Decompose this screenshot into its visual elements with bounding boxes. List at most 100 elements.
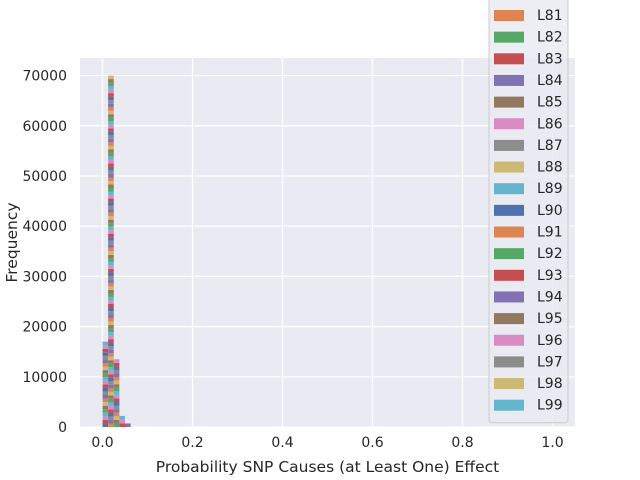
histogram-bar-segment xyxy=(108,114,114,118)
histogram-bar-segment xyxy=(108,163,114,167)
x-tick-label: 1.0 xyxy=(541,435,563,451)
histogram-bar-segment xyxy=(108,258,114,262)
y-tick-label: 50000 xyxy=(22,169,67,185)
legend-swatch xyxy=(494,96,524,108)
histogram-bar-segment xyxy=(102,373,109,378)
histogram-bar-segment xyxy=(113,359,120,363)
histogram-bar-segment xyxy=(108,233,114,238)
legend-swatch xyxy=(494,161,524,173)
histogram-bar-segment xyxy=(108,86,114,90)
x-tick-label: 0.4 xyxy=(271,435,293,451)
histogram-bar-segment xyxy=(102,380,109,385)
legend-label: L91 xyxy=(537,225,563,241)
histogram-bar-segment xyxy=(108,128,114,132)
histogram-bar-segment xyxy=(108,93,114,97)
histogram-bar-segment xyxy=(108,293,114,297)
histogram-bar-segment xyxy=(108,135,114,139)
histogram-bar-segment xyxy=(108,395,114,399)
y-tick-label: 70000 xyxy=(22,69,67,85)
legend-label: L83 xyxy=(537,51,563,67)
legend-swatch xyxy=(494,334,524,346)
histogram-bar-segment xyxy=(108,335,114,340)
histogram-bar-segment xyxy=(113,419,120,424)
histogram-bar-segment xyxy=(108,325,114,329)
histogram-bar-segment xyxy=(102,348,109,353)
histogram-bar-segment xyxy=(108,212,114,217)
legend: L81 L82 L83 L84 L85 L86 L87 L88 L89 L90 L91 L92 L93 L… xyxy=(488,0,569,424)
histogram-bar-segment xyxy=(119,415,125,420)
histogram-bar-segment xyxy=(108,384,114,389)
histogram-bar-segment xyxy=(102,402,109,406)
y-tick-label: 60000 xyxy=(22,119,67,135)
legend-label: L89 xyxy=(537,181,563,197)
histogram-bar-segment xyxy=(108,391,114,396)
histogram-bar-segment xyxy=(113,409,120,413)
histogram-bar-segment xyxy=(108,349,114,354)
histogram-bar-segment xyxy=(108,216,114,220)
histogram-bar-segment xyxy=(113,398,120,403)
histogram-bar-segment xyxy=(108,177,114,181)
histogram-bar-segment xyxy=(108,353,114,357)
histogram-bar-segment xyxy=(108,261,114,266)
histogram-bar-segment xyxy=(108,388,114,392)
legend-swatch xyxy=(494,183,524,195)
legend-swatch xyxy=(494,399,524,411)
y-tick-label: 10000 xyxy=(22,370,67,386)
histogram-bar-segment xyxy=(102,391,109,395)
histogram-bar-segment xyxy=(102,419,109,424)
histogram-bar-segment xyxy=(108,332,114,336)
y-tick-label: 40000 xyxy=(22,219,67,235)
histogram-bar-segment xyxy=(113,384,120,388)
histogram-bar-segment xyxy=(108,117,114,122)
histogram-bar-segment xyxy=(102,387,109,392)
x-tick-label: 0.8 xyxy=(451,435,473,451)
histogram-bar-segment xyxy=(108,159,114,164)
histogram-bar-segment xyxy=(108,275,114,280)
legend-swatch xyxy=(494,74,524,86)
histogram-bar-segment xyxy=(108,142,114,146)
histogram-bar-segment xyxy=(108,173,114,178)
histogram-bar-segment xyxy=(108,282,114,287)
histogram-bar-segment xyxy=(108,191,114,196)
histogram-bar-segment xyxy=(108,363,114,368)
histogram-bar-segment xyxy=(108,209,114,213)
histogram-bar-segment xyxy=(113,387,120,392)
histogram-bar-segment xyxy=(108,286,114,290)
histogram-bar-segment xyxy=(108,181,114,185)
histogram-bar-segment xyxy=(108,198,114,203)
histogram-bar-segment xyxy=(108,103,114,108)
legend-swatch xyxy=(494,291,524,303)
y-tick-label: 0 xyxy=(58,420,67,436)
legend-label: L84 xyxy=(537,73,563,89)
histogram-bar-segment xyxy=(113,416,120,420)
histogram-bar-segment xyxy=(102,366,109,371)
histogram-bar-segment xyxy=(113,402,120,406)
histogram-bar-segment xyxy=(108,219,114,224)
legend-label: L90 xyxy=(537,203,563,219)
histogram-bar-segment xyxy=(108,230,114,234)
histogram-bar-segment xyxy=(108,223,114,227)
histogram-bar-segment xyxy=(102,362,109,367)
legend-swatch xyxy=(494,313,524,325)
histogram-bar-segment xyxy=(108,226,114,231)
legend-swatch xyxy=(494,53,524,65)
legend-swatch xyxy=(494,139,524,151)
histogram-bar-segment xyxy=(108,405,114,410)
histogram-bar-segment xyxy=(108,96,114,101)
y-axis-ticks: 0 10000 20000 30000 40000 50000 60000 70000 xyxy=(22,69,67,436)
histogram-bar-segment xyxy=(102,394,109,399)
histogram-bar-segment xyxy=(108,402,114,406)
histogram-bar-segment xyxy=(108,195,114,199)
legend-label: L87 xyxy=(537,138,563,154)
histogram-bar-segment xyxy=(108,328,114,333)
legend-label: L98 xyxy=(537,376,563,392)
histogram-bar-segment xyxy=(102,341,109,346)
legend-swatch xyxy=(494,10,524,21)
histogram-bar-segment xyxy=(113,380,120,385)
y-tick-label: 20000 xyxy=(22,320,67,336)
legend-label: L94 xyxy=(537,289,563,305)
histogram-bar-segment xyxy=(108,205,114,210)
histogram-bar-segment xyxy=(108,82,114,87)
histogram-bar-segment xyxy=(102,423,109,427)
